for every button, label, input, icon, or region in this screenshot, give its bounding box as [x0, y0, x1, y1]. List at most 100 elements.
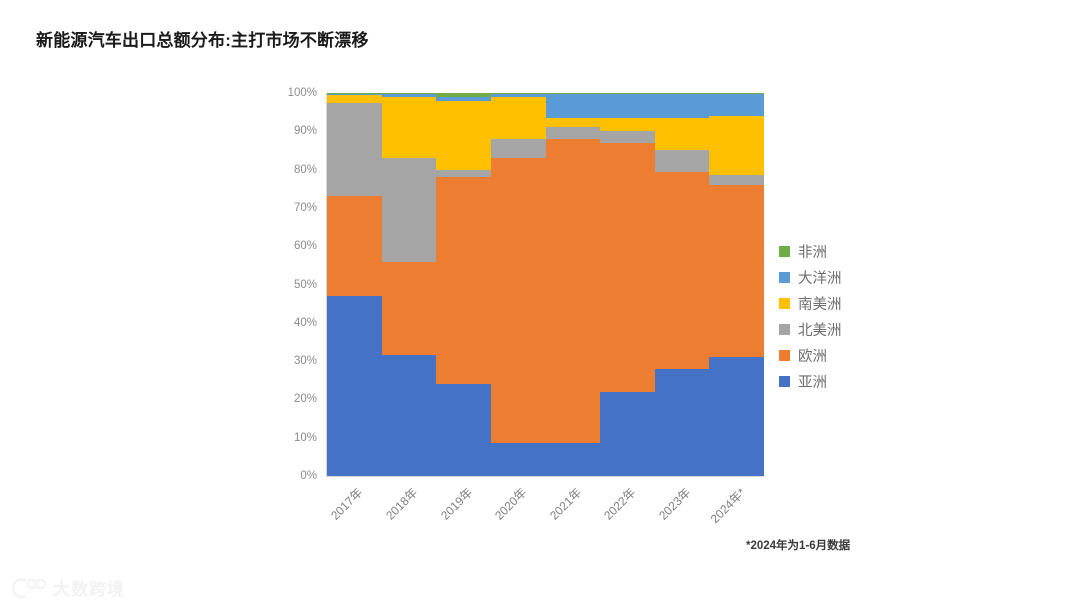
y-axis-tick: 0%: [300, 470, 317, 482]
x-axis-tick: 2021年: [546, 485, 585, 523]
area-step-column: [654, 93, 710, 476]
legend-swatch-icon: [779, 271, 790, 283]
x-axis-tick: 2020年: [492, 485, 530, 523]
area-segment: [490, 443, 547, 476]
dashu-logo-icon: [11, 577, 47, 599]
area-segment: [436, 100, 492, 170]
area-segment: [327, 93, 383, 95]
area-segment: [654, 117, 710, 151]
area-segment: [327, 102, 383, 197]
y-axis-tick: 100%: [287, 87, 317, 99]
x-axis-tick: 2023年: [656, 485, 694, 523]
x-axis-line: [327, 476, 765, 477]
legend-item-label: 非洲: [798, 244, 827, 261]
chart-footnote: *2024年为1-6月数据: [746, 540, 851, 552]
area-segment: [545, 138, 601, 444]
legend-swatch-icon: [779, 375, 790, 387]
x-axis-tick: 2017年: [328, 485, 366, 523]
area-segment: [545, 117, 601, 128]
area-segment: [545, 93, 601, 94]
area-segment: [436, 177, 492, 385]
stacked-area-series: [327, 93, 764, 476]
area-segment: [436, 93, 492, 97]
legend-item[interactable]: 欧洲: [779, 342, 899, 368]
area-segment: [490, 94, 547, 97]
y-axis: 0% 10% 20% 30% 40% 50% 60% 70% 80% 90% 100%: [287, 87, 323, 482]
y-axis-tick: 60%: [293, 240, 317, 253]
area-step-column: [709, 93, 764, 476]
y-axis-tick: 50%: [293, 278, 317, 291]
legend-swatch-icon: [779, 245, 790, 257]
legend-swatch-icon: [779, 323, 790, 335]
area-step-column: [436, 93, 492, 476]
area-segment: [709, 184, 764, 358]
area-segment: [381, 261, 437, 356]
y-axis-tick: 40%: [293, 316, 317, 329]
legend-item[interactable]: 大洋洲: [779, 264, 899, 290]
area-step-column: [600, 93, 656, 476]
area-segment: [545, 127, 601, 139]
area-segment: [545, 443, 601, 476]
y-axis-tick: 80%: [293, 163, 317, 176]
legend-item[interactable]: 南美洲: [779, 290, 899, 316]
legend-item-label: 北美洲: [798, 322, 842, 339]
y-axis-tick: 20%: [293, 393, 317, 406]
area-segment: [545, 93, 601, 118]
x-axis-tick: 2019年: [437, 485, 475, 523]
area-segment: [327, 296, 383, 476]
area-segment: [327, 196, 383, 296]
area-segment: [436, 96, 492, 101]
legend-item-label: 南美洲: [798, 296, 842, 313]
legend-swatch-icon: [779, 297, 790, 309]
area-segment: [600, 131, 656, 143]
area-segment: [709, 93, 764, 116]
area-segment: [436, 384, 492, 476]
area-segment: [436, 169, 492, 178]
area-segment: [709, 357, 764, 476]
area-segment: [600, 391, 656, 476]
area-segment: [381, 96, 437, 159]
area-segment: [654, 368, 710, 476]
area-segment: [709, 116, 764, 176]
area-segment: [709, 175, 764, 185]
area-step-column: [327, 93, 383, 476]
y-axis-line: [326, 93, 327, 477]
area-segment: [381, 158, 437, 262]
legend-item-label: 大洋洲: [798, 270, 842, 287]
area-segment: [654, 171, 710, 369]
area-segment: [654, 93, 710, 118]
x-axis-tick: 2022年: [601, 485, 639, 523]
area-segment: [654, 93, 710, 94]
legend-item-label: 欧洲: [798, 348, 827, 365]
page-title: 新能源汽车出口总额分布:主打市场不断漂移: [36, 31, 369, 50]
chart-legend: 非洲大洋洲南美洲北美洲欧洲亚洲: [779, 238, 899, 394]
area-step-column: [381, 93, 437, 476]
y-axis-tick: 30%: [293, 355, 317, 368]
legend-item-label: 亚洲: [798, 374, 827, 391]
y-axis-tick: 70%: [293, 201, 317, 214]
area-segment: [654, 150, 710, 172]
legend-swatch-icon: [779, 349, 790, 361]
area-step-column: [545, 93, 601, 476]
legend-item[interactable]: 亚洲: [779, 368, 899, 394]
area-segment: [490, 158, 547, 444]
area-segment: [600, 93, 656, 118]
plot-area: [327, 93, 764, 476]
area-segment: [381, 93, 437, 95]
y-axis-tick: 10%: [293, 431, 317, 444]
y-axis-tick: 90%: [293, 125, 317, 138]
area-segment: [600, 142, 656, 392]
area-segment: [490, 96, 547, 139]
watermark: 大数跨境: [11, 575, 125, 600]
area-segment: [381, 94, 437, 97]
watermark-label: 大数跨境: [53, 580, 125, 599]
area-segment: [490, 138, 547, 159]
area-segment: [327, 94, 383, 103]
legend-item[interactable]: 非洲: [779, 238, 899, 264]
legend-item[interactable]: 北美洲: [779, 316, 899, 342]
area-segment: [327, 93, 383, 94]
area-segment: [381, 355, 437, 476]
x-axis-tick: 2018年: [382, 485, 421, 523]
area-step-column: [490, 93, 547, 476]
